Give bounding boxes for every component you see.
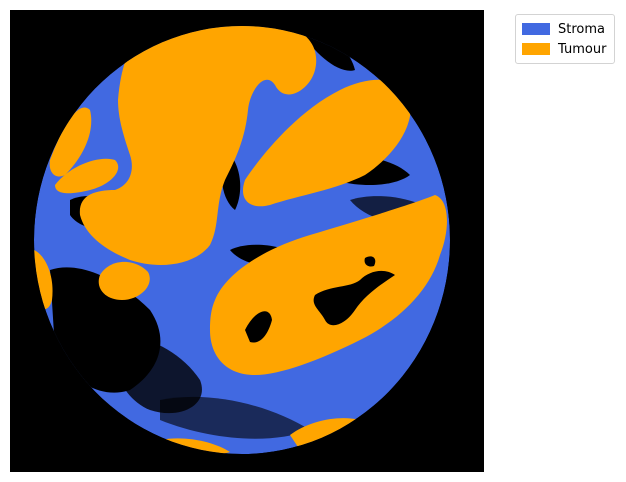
tumour-holes [245, 256, 395, 343]
tissue-region [34, 26, 450, 454]
tumour-bottom-right [290, 418, 360, 450]
tumour-left-small [49, 107, 92, 177]
legend-item-stroma: Stroma [522, 19, 608, 39]
tumour-small-blob [98, 261, 150, 300]
tumour-upper-right [242, 79, 411, 207]
legend-swatch-tumour [522, 43, 550, 55]
legend-label-tumour: Tumour [558, 41, 607, 57]
legend: Stroma Tumour [515, 14, 615, 64]
tumour-left-mid [55, 158, 119, 194]
tumour-large-upper [79, 26, 317, 265]
legend-swatch-stroma [522, 23, 550, 35]
tissue-segmentation-mask [10, 10, 484, 472]
legend-label-stroma: Stroma [558, 21, 605, 37]
tumour-large-lower-right [210, 195, 447, 375]
legend-item-tumour: Tumour [522, 39, 608, 59]
